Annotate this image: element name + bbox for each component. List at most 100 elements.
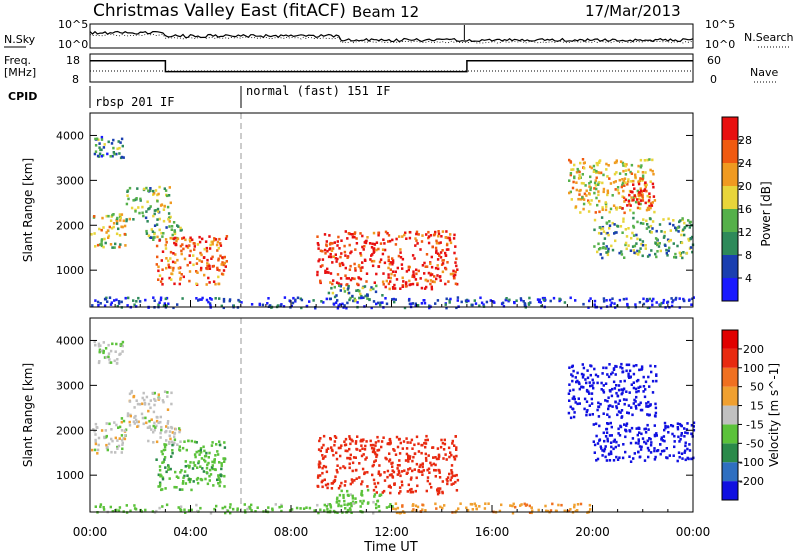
power-cell (167, 212, 171, 215)
velocity-cell (585, 410, 588, 414)
velocity-cell (135, 399, 138, 402)
power-cell (632, 179, 635, 183)
power-cell (329, 281, 332, 284)
power-cell (209, 297, 212, 300)
velocity-cell (359, 505, 362, 508)
power-cell (656, 242, 659, 245)
velocity-cell (369, 439, 372, 443)
velocity-cell (157, 393, 160, 396)
velocity-cell (604, 435, 608, 438)
power-cell (145, 232, 149, 235)
colorbar-swatch (722, 209, 738, 232)
power-cell (324, 252, 327, 255)
power-cell (366, 293, 369, 296)
velocity-cell (326, 486, 329, 490)
velocity-cell (340, 489, 343, 493)
power-cell (444, 267, 448, 271)
power-cell (679, 254, 682, 257)
power-cell (647, 208, 651, 211)
velocity-cell (399, 474, 402, 478)
velocity-cell (155, 509, 158, 513)
power-cell (189, 240, 192, 243)
power-cell (589, 165, 592, 169)
power-cell (672, 223, 675, 227)
velocity-cell (196, 509, 199, 513)
velocity-cell (152, 441, 155, 444)
power-cell (188, 261, 192, 264)
power-cell (381, 252, 385, 256)
power-cell (342, 287, 346, 290)
velocity-cell (586, 369, 589, 372)
power-cell (685, 224, 688, 228)
velocity-cell (165, 470, 168, 474)
power-cell (382, 272, 385, 275)
power-cell (619, 206, 622, 209)
velocity-cell (157, 485, 160, 488)
power-cell (176, 303, 179, 306)
power-cell (471, 303, 474, 307)
colorbar-tick-label: 16 (738, 203, 752, 216)
power-cell (133, 303, 136, 307)
velocity-cell (573, 503, 576, 507)
velocity-cell (630, 426, 634, 430)
power-cell (430, 265, 434, 269)
velocity-cell (144, 416, 147, 420)
velocity-cell (576, 503, 580, 506)
velocity-cell (638, 431, 641, 434)
power-cell (439, 251, 443, 254)
power-cell (211, 255, 214, 259)
velocity-cell (190, 508, 193, 512)
power-cell (599, 306, 603, 310)
power-cell (456, 296, 460, 299)
velocity-cell (646, 439, 649, 443)
power-cell (119, 243, 122, 246)
power-cell (648, 297, 652, 301)
power-cell (659, 304, 662, 307)
power-cell (676, 244, 679, 248)
velocity-cell (441, 480, 444, 483)
velocity-cell (590, 364, 593, 368)
power-cell (372, 251, 375, 254)
power-cell (408, 302, 412, 306)
power-cell (606, 191, 610, 194)
power-cell (689, 220, 692, 224)
velocity-cell (572, 415, 576, 419)
velocity-cell (438, 471, 441, 474)
velocity-cell (356, 435, 359, 438)
power-cell (149, 236, 153, 239)
power-cell (128, 217, 131, 221)
velocity-cell (644, 427, 647, 431)
power-cell (112, 222, 116, 225)
power-cell (103, 143, 106, 146)
velocity-cell (446, 479, 449, 483)
power-cell (578, 176, 581, 179)
power-cell (133, 198, 137, 202)
velocity-cell (637, 403, 640, 407)
power-cell (624, 241, 628, 245)
power-cell (90, 233, 93, 236)
power-cell (644, 247, 647, 250)
power-cell (196, 271, 199, 274)
velocity-cell (426, 479, 429, 483)
velocity-cell (351, 494, 354, 498)
power-cell (549, 299, 552, 303)
power-cell (96, 154, 100, 158)
power-cell (629, 208, 632, 212)
velocity-cell (634, 387, 638, 391)
velocity-cell (436, 492, 440, 496)
velocity-cell (147, 409, 150, 413)
power-cell (444, 251, 447, 255)
velocity-cell (133, 504, 136, 507)
power-cell (390, 272, 393, 276)
power-cell (520, 298, 523, 302)
velocity-cell (115, 362, 119, 365)
velocity-cell (93, 429, 96, 433)
velocity-cell (430, 463, 433, 467)
power-cell (353, 277, 356, 281)
power-cell (630, 180, 633, 183)
time-tick-label: 08:00 (274, 525, 309, 539)
velocity-cell (570, 373, 573, 376)
velocity-cell (599, 402, 602, 406)
